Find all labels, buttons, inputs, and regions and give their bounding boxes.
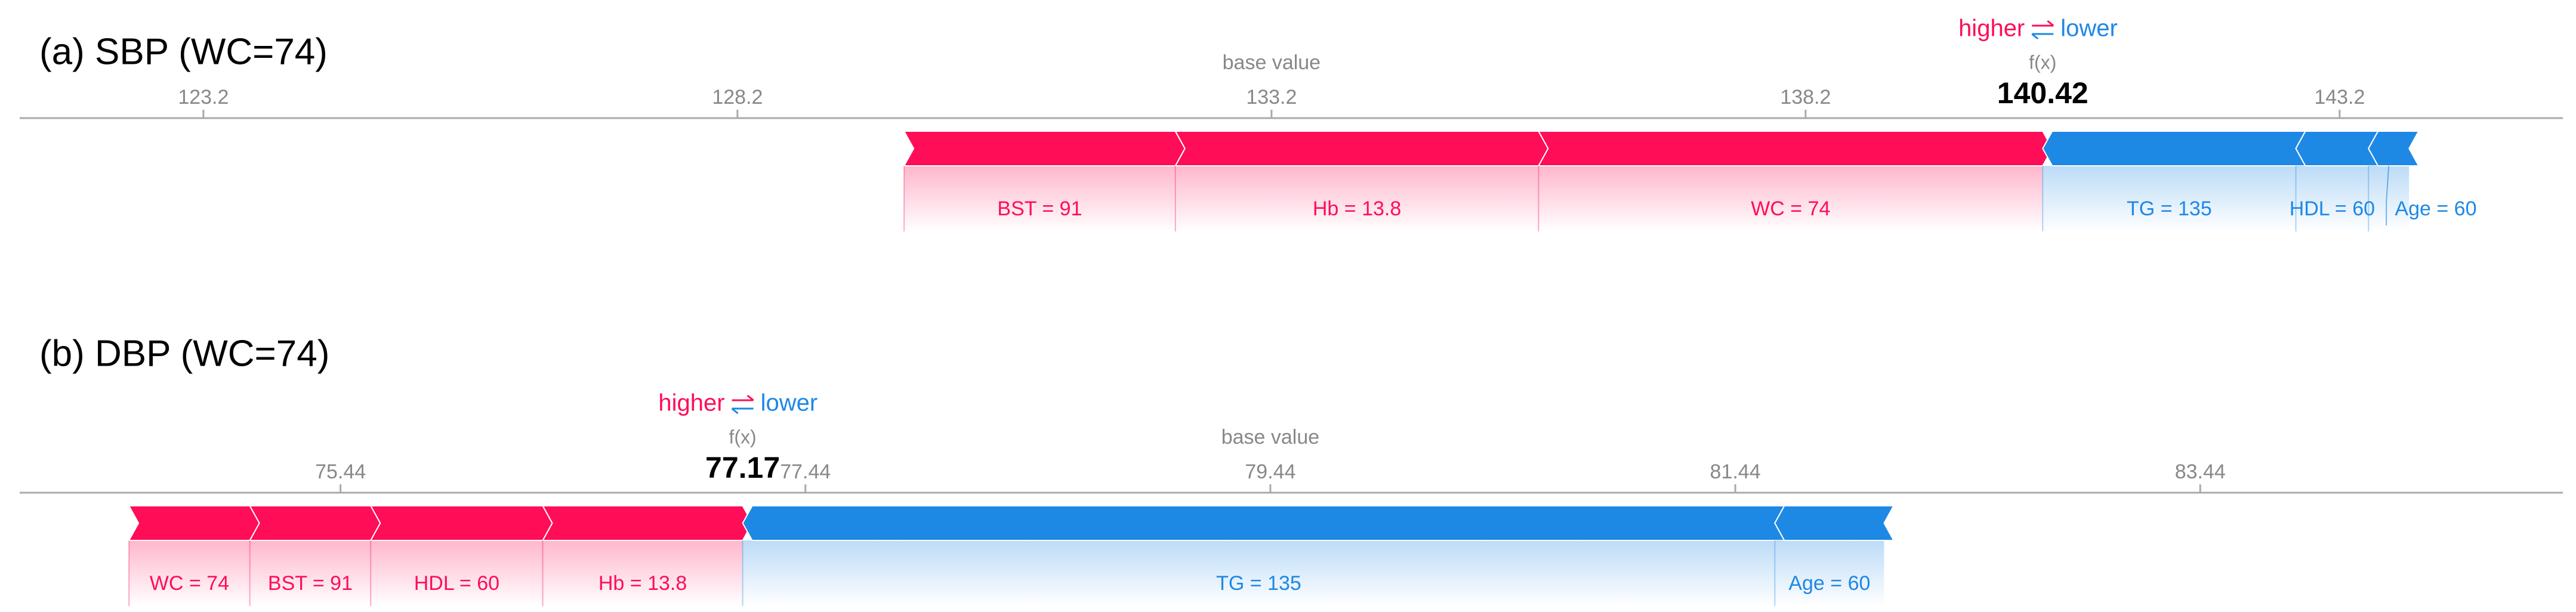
label-shade [1775,540,1884,606]
x-tick-label: 77.44 [780,460,831,483]
x-tick-label: 143.2 [2314,86,2365,109]
label-shade [2296,166,2369,231]
higher-label: higher [1958,16,2025,42]
force-segment [1774,505,1895,541]
force-segment [1537,131,2053,166]
feature-label: WC = 74 [150,572,229,595]
output-label: f(x) [2029,51,2056,73]
direction-arrow-right [732,394,754,401]
chart-title: (b) DBP (WC=74) [39,333,329,374]
higher-label: higher [658,390,724,416]
output-value: 140.42 [1997,76,2088,110]
label-shade [249,540,371,606]
force-segment [369,505,553,541]
feature-label: WC = 74 [1751,197,1830,220]
chart-title: (a) SBP (WC=74) [39,31,328,72]
direction-arrow-left [731,407,754,415]
label-shade [129,540,250,606]
label-connector [2386,165,2390,225]
base-value-label: base value [1221,426,1319,449]
x-tick-label: 81.44 [1710,460,1761,483]
label-shade [904,166,1176,231]
lower-label: lower [761,390,818,416]
direction-arrow-right [2032,20,2054,27]
label-shade [742,540,1775,606]
label-shade [1175,166,1539,231]
feature-label: Age = 60 [2395,197,2476,220]
output-value: 77.17 [705,451,780,484]
label-shade [1538,166,2043,231]
feature-label: TG = 135 [2127,197,2212,220]
feature-label: BST = 91 [268,572,353,595]
feature-label: Hb = 13.8 [1313,197,1401,220]
label-shade [2043,166,2296,231]
force-segment [248,505,381,541]
feature-label: HDL = 60 [414,572,499,595]
x-tick-label: 128.2 [712,86,763,109]
direction-arrow-left [2031,33,2054,40]
label-shade [2368,166,2410,231]
x-tick-label: 75.44 [315,460,366,483]
x-tick-label: 79.44 [1245,460,1295,483]
force-segment [742,505,1786,541]
feature-label: TG = 135 [1216,572,1301,595]
force-segment [2295,131,2379,166]
force-segment [1174,131,1549,166]
force-segment [541,505,753,541]
output-label: f(x) [729,426,756,447]
force-segment [2368,131,2420,166]
base-value-label: base value [1223,51,1321,74]
label-shade [371,540,543,606]
lower-label: lower [2060,16,2118,42]
force-segment [2042,131,2307,166]
feature-label: BST = 91 [997,197,1082,220]
force-segment [128,505,260,541]
x-tick-label: 123.2 [178,86,229,109]
force-segment [903,131,1186,166]
x-tick-label: 133.2 [1246,86,1297,109]
feature-label: Hb = 13.8 [599,572,687,595]
feature-label: HDL = 60 [2290,197,2375,220]
x-tick-label: 138.2 [1780,86,1831,109]
x-tick-label: 83.44 [2175,460,2226,483]
label-shade [542,540,743,606]
feature-label: Age = 60 [1788,572,1870,595]
